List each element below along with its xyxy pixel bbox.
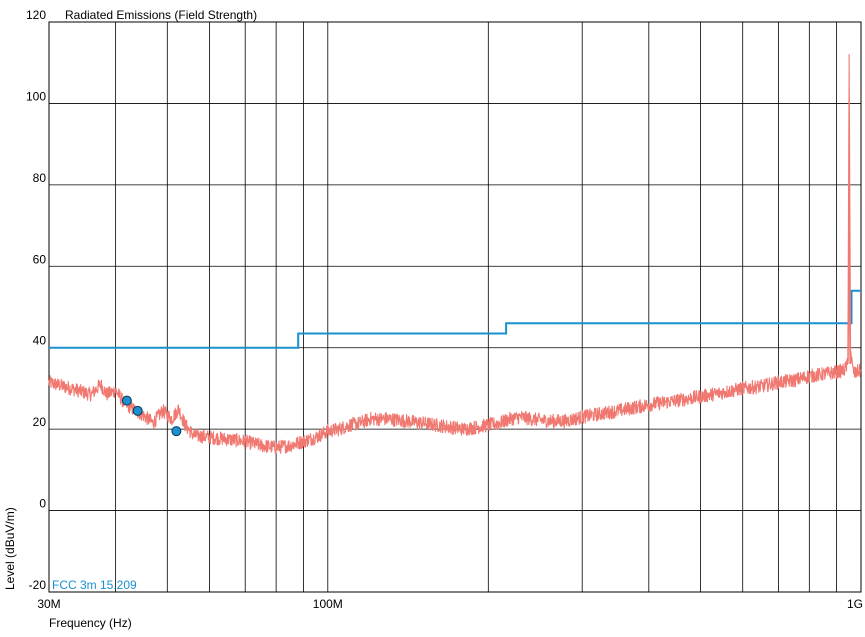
y-tick-label: 40	[33, 334, 47, 348]
measurement-trace-layer	[48, 54, 862, 454]
plot-frame	[48, 21, 862, 593]
x-tick-label: 100M	[313, 597, 343, 611]
peak-marker	[121, 395, 132, 406]
limit-line-layer	[49, 289, 861, 349]
grid-lines	[48, 21, 862, 593]
peak-marker	[132, 405, 143, 416]
y-tick-label: 120	[26, 8, 46, 22]
limit-line-label: FCC 3m 15.209	[52, 578, 137, 592]
peak-marker	[171, 426, 182, 437]
y-tick-label: 80	[33, 171, 47, 185]
x-tick-label: 1G	[847, 597, 863, 611]
x-tick-label: 30M	[37, 597, 60, 611]
y-tick-label: 60	[33, 252, 47, 266]
y-tick-label: -20	[29, 578, 47, 592]
limit-line	[49, 289, 861, 349]
y-axis-label: Level (dBuV/m)	[3, 507, 17, 590]
x-axis-label: Frequency (Hz)	[49, 616, 132, 630]
y-tick-labels: 120 100 80 60 40 20 0 -20	[26, 8, 46, 592]
y-tick-label: 100	[26, 89, 46, 103]
y-tick-label: 20	[33, 415, 47, 429]
measurement-trace	[48, 54, 862, 454]
x-tick-labels: 30M 100M 1G	[37, 597, 863, 611]
y-tick-label: 0	[39, 497, 46, 511]
chart-title: Radiated Emissions (Field Strength)	[65, 8, 257, 22]
marker-layer	[121, 395, 182, 437]
